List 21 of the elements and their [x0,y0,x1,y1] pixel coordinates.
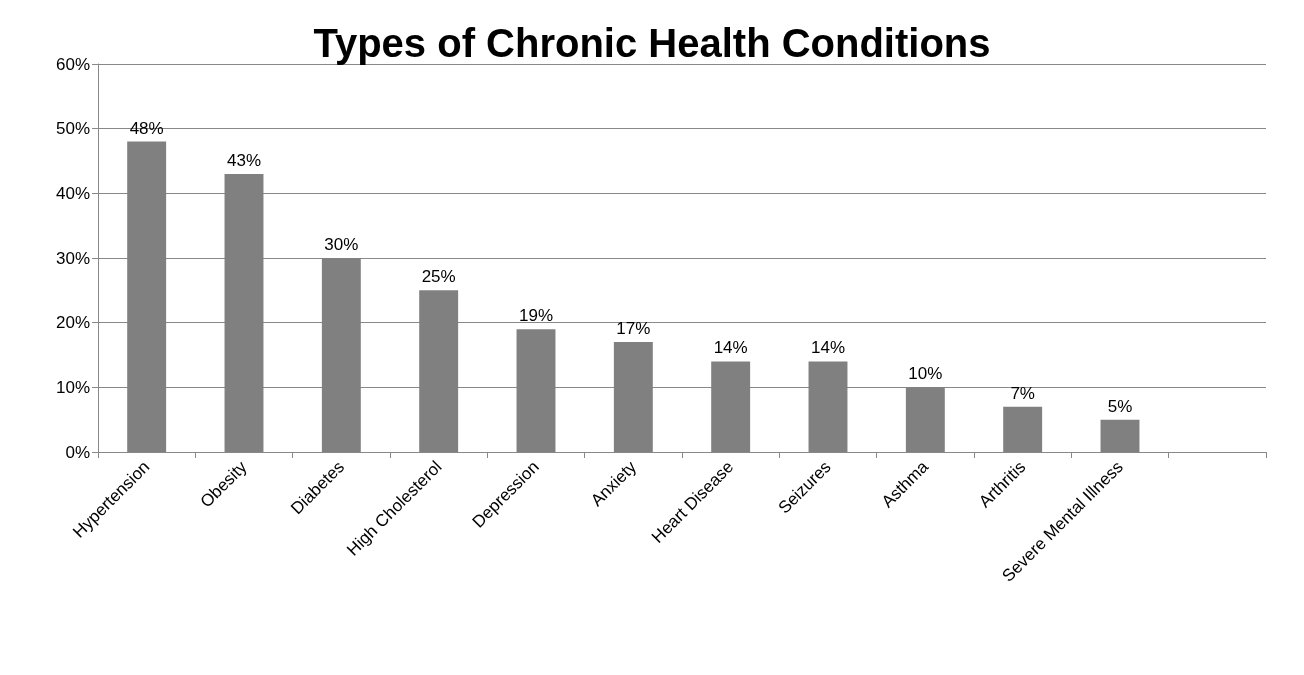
y-tick-label: 30% [55,248,90,268]
data-label: 14% [713,338,748,358]
data-label: 19% [518,306,554,326]
y-tick-label: 10% [55,377,90,397]
data-label: 17% [616,319,651,339]
y-tick-label: 50% [55,119,90,139]
data-label: 10% [908,364,943,384]
data-label: 25% [421,267,456,287]
y-tick-label: 0% [65,442,90,462]
y-tick-label: 20% [55,313,90,333]
y-tick-label: 60% [55,54,90,74]
bar [1100,419,1140,452]
data-label: 48% [129,118,164,138]
y-tick-label: 40% [55,183,90,203]
data-label: 43% [226,150,262,170]
data-label: 30% [324,235,359,254]
data-label: 7% [1010,383,1035,403]
data-label: 5% [1107,396,1133,416]
bar [1003,406,1043,452]
data-label: 14% [810,338,846,358]
chart-title: Types of Chronic Health Conditions [313,21,991,65]
